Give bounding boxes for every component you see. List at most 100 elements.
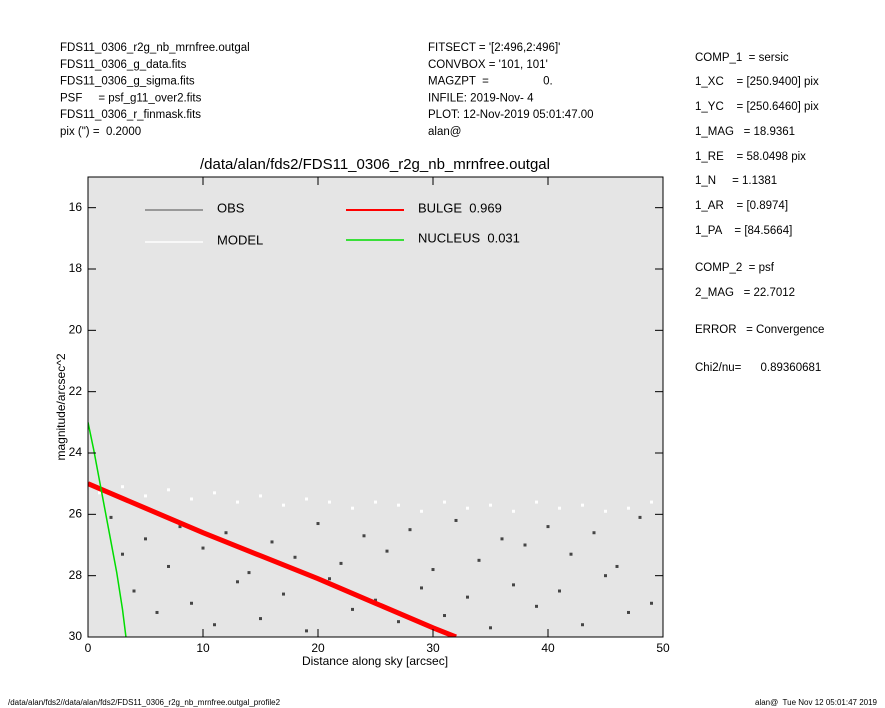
x-tick-label: 50 [656,641,670,655]
data-point [535,604,538,608]
header-left-line: FDS11_0306_g_sigma.fits [60,76,195,88]
data-point [374,500,377,504]
plot-area [88,177,663,637]
fit-parameter: COMP_2 = psf [695,262,775,274]
legend-label: NUCLEUS 0.031 [418,230,520,245]
data-point [431,568,435,572]
data-point [132,589,136,593]
data-point [167,564,170,568]
data-point [224,531,228,535]
fit-parameter: 1_N = 1.1381 [695,175,777,187]
fit-parameter: 1_RE = 58.0498 pix [695,151,806,163]
data-point [615,564,619,568]
y-tick-label: 16 [69,200,83,214]
data-point [650,601,653,605]
data-point [604,509,607,513]
data-point [443,614,446,618]
data-point [512,583,515,587]
y-tick-label: 30 [69,629,83,643]
data-point [144,494,147,498]
fit-parameter: 2_MAG = 22.7012 [695,287,795,299]
fit-parameter: COMP_1 = sersic [695,52,789,64]
fit-parameter: 1_AR = [0.8974] [695,200,788,212]
fit-parameter: ERROR = Convergence [695,324,824,336]
data-point [650,500,653,504]
data-point [466,506,469,510]
y-tick-label: 18 [69,261,83,275]
fit-parameter: Chi2/nu= 0.89360681 [695,362,821,374]
x-tick-label: 0 [85,641,92,655]
data-point [523,543,527,547]
data-point [558,589,561,593]
x-tick-label: 40 [541,641,555,655]
data-point [305,497,308,501]
x-tick-label: 30 [426,641,440,655]
header-left-line: FDS11_0306_g_data.fits [60,59,187,71]
data-point [305,629,308,633]
data-point [201,546,205,550]
data-point [638,515,642,519]
header-left-line: pix (") = 0.2000 [60,126,141,138]
data-point [167,488,170,492]
data-point [247,571,251,575]
data-point [546,525,550,529]
header-left-line: FDS11_0306_r_finmask.fits [60,109,201,121]
plot-frame [87,176,664,638]
data-point [339,561,343,565]
data-point [155,610,159,614]
legend-label: OBS [217,200,245,215]
data-point [569,552,573,556]
x-axis-label: Distance along sky [arcsec] [302,654,448,668]
data-point [121,485,124,489]
data-point [259,617,262,621]
fit-parameter: 1_XC = [250.9400] pix [695,76,819,88]
data-point [397,503,400,507]
fit-parameter: 1_YC = [250.6460] pix [695,101,819,113]
data-point [351,607,354,611]
header-middle-line: PLOT: 12-Nov-2019 05:01:47.00 [428,109,594,121]
data-point [408,528,412,532]
model-line [88,481,457,637]
data-point [374,598,377,602]
y-tick-label: 22 [69,384,83,398]
data-point [627,506,630,510]
data-point [454,518,458,522]
data-point [627,610,630,614]
data-point [581,503,584,507]
data-point [259,494,262,498]
header-middle-line: CONVBOX = '101, 101' [428,59,548,71]
data-point [121,552,124,556]
data-point [558,506,561,510]
data-point [178,525,182,529]
data-point [316,522,320,526]
y-tick-label: 28 [69,568,83,582]
data-point [592,531,596,535]
data-point [604,574,607,578]
y-tick-label: 20 [69,323,83,337]
y-tick-label: 24 [69,445,83,459]
x-tick-label: 20 [311,641,325,655]
data-point [512,509,515,513]
data-point [535,500,538,504]
data-point [385,549,389,553]
header-left-line: FDS11_0306_r2g_nb_mrnfree.outgal [60,42,250,54]
data-point [362,534,366,538]
legend-label: BULGE 0.969 [418,200,502,215]
header-middle-line: FITSECT = '[2:496,2:496]' [428,42,560,54]
data-point [397,620,400,624]
data-point [282,592,285,596]
legend-label: MODEL [217,232,263,247]
data-point [213,491,216,495]
data-point [213,623,216,627]
footer-right: alan@ Tue Nov 12 05:01:47 2019 [755,698,878,707]
data-point [328,500,331,504]
data-point [420,509,423,513]
data-point [581,623,584,627]
data-point [190,601,193,605]
y-tick-label: 26 [69,507,83,521]
y-axis-label: magnitude/arcsec^2 [54,353,68,460]
footer-left: /data/alan/fds2//data/alan/fds2/FDS11_03… [8,698,281,707]
data-point [443,500,446,504]
data-point [98,491,101,495]
data-point [236,580,239,584]
